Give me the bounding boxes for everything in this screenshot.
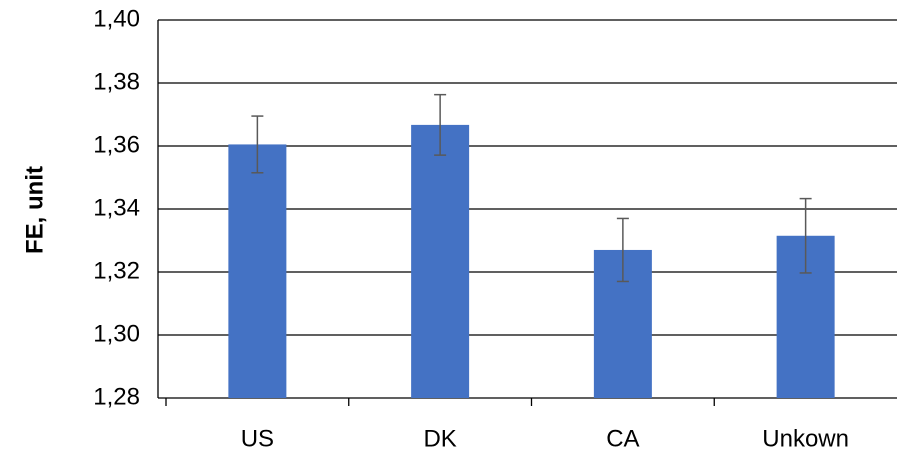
y-tick-label: 1,36 <box>93 131 140 158</box>
y-tick-label: 1,32 <box>93 257 140 284</box>
y-tick-label: 1,34 <box>93 194 140 221</box>
x-tick-label: DK <box>423 425 456 452</box>
error-bar <box>799 197 812 274</box>
error-bar <box>434 93 447 156</box>
error-bar <box>251 115 264 174</box>
y-tick-label: 1,40 <box>93 5 140 32</box>
y-axis-label: FE, unit <box>21 166 48 254</box>
error-bar <box>616 217 629 283</box>
y-tick-label: 1,30 <box>93 320 140 347</box>
x-tick-label: CA <box>606 425 639 452</box>
x-tick-label: US <box>241 425 274 452</box>
bar <box>411 124 470 399</box>
x-tick-label: Unkown <box>762 425 849 452</box>
y-tick-label: 1,28 <box>93 383 140 410</box>
bar <box>228 144 287 398</box>
y-tick-label: 1,38 <box>93 68 140 95</box>
